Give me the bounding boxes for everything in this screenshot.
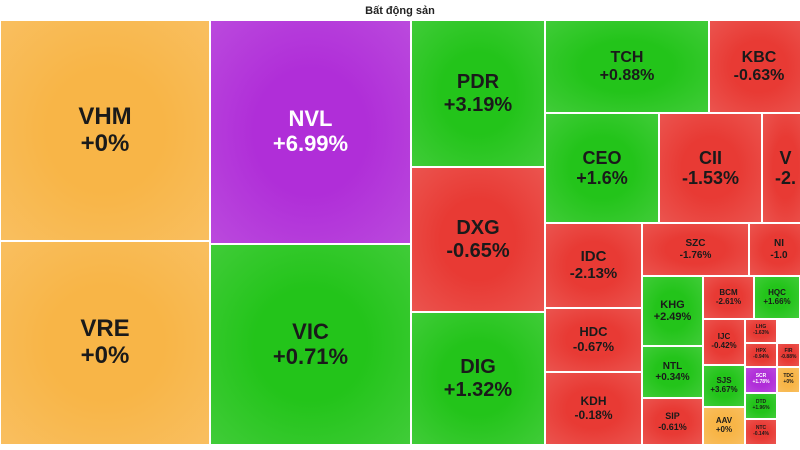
ticker-label: SJS: [716, 376, 732, 386]
change-label: -1.0: [770, 249, 788, 261]
change-label: -0.67%: [572, 339, 615, 354]
ticker-label: VRE: [80, 315, 130, 343]
tile-dtd[interactable]: DTD +1.96%: [745, 393, 777, 419]
ticker-label: NTC: [755, 425, 767, 432]
tile-sip[interactable]: SIP -0.61%: [642, 398, 703, 445]
change-label: -0.88%: [780, 354, 797, 360]
tile-nvl[interactable]: NVL +6.99%: [210, 20, 411, 244]
ticker-label: V: [779, 147, 792, 168]
tile-tch[interactable]: TCH +0.88%: [545, 20, 709, 113]
change-label: -2.: [774, 168, 796, 188]
ticker-label: DIG: [460, 356, 496, 379]
ticker-label: VIC: [292, 318, 329, 344]
ticker-label: VHM: [78, 102, 132, 130]
tile-cii[interactable]: CII -1.53%: [659, 113, 762, 223]
change-label: -2.13%: [569, 264, 618, 282]
change-label: -0.18%: [574, 407, 613, 422]
change-label: -0.63%: [733, 66, 785, 84]
change-label: +1.6%: [576, 168, 628, 188]
change-label: +0.88%: [599, 66, 655, 84]
tile-hdc[interactable]: HDC -0.67%: [545, 308, 642, 372]
change-label: +6.99%: [272, 131, 349, 156]
tile-hpx[interactable]: HPX -0.94%: [745, 343, 777, 367]
ticker-label: KDH: [580, 394, 607, 409]
ticker-label: CEO: [582, 147, 622, 168]
change-label: +1.78%: [752, 379, 770, 385]
ticker-label: IDC: [580, 247, 607, 265]
change-label: +2.49%: [653, 311, 692, 323]
ticker-label: CII: [698, 147, 722, 168]
change-label: +0%: [80, 342, 130, 369]
change-label: -0.65%: [446, 239, 510, 262]
tile-lhg[interactable]: LHG -1.63%: [745, 319, 777, 343]
ticker-label: FIR: [784, 348, 793, 355]
tile-ntc[interactable]: NTC -0.14%: [745, 419, 777, 445]
tile-scr[interactable]: SCR +1.78%: [745, 367, 777, 393]
change-label: +0%: [715, 425, 733, 434]
change-label: -0.94%: [753, 354, 769, 360]
ticker-label: NTL: [662, 360, 683, 372]
tile-szc[interactable]: SZC -1.76%: [642, 223, 749, 276]
change-label: +1.96%: [752, 405, 770, 411]
tile-vic[interactable]: VIC +0.71%: [210, 244, 411, 445]
tile-tdc[interactable]: TDC +0%: [777, 367, 800, 393]
ticker-label: BCM: [719, 287, 738, 297]
tile-ni[interactable]: NI -1.0: [749, 223, 800, 276]
ticker-label: NI: [774, 238, 784, 250]
ticker-label: AAV: [715, 416, 733, 426]
change-label: +0.34%: [655, 372, 690, 383]
ticker-label: SZC: [685, 238, 706, 250]
ticker-label: NVL: [288, 106, 333, 132]
tile-dig[interactable]: DIG +1.32%: [411, 312, 545, 445]
change-label: -1.53%: [681, 168, 740, 188]
tile-sjs[interactable]: SJS +3.67%: [703, 365, 745, 407]
change-label: +0.71%: [272, 343, 349, 369]
change-label: +0%: [80, 129, 130, 157]
tile-ntl[interactable]: NTL +0.34%: [642, 346, 703, 398]
ticker-label: KBC: [741, 48, 777, 66]
tile-v[interactable]: V -2.: [762, 113, 800, 223]
change-label: -0.61%: [658, 421, 687, 432]
tile-ceo[interactable]: CEO +1.6%: [545, 113, 659, 223]
change-label: +0%: [783, 379, 794, 385]
tile-dxg[interactable]: DXG -0.65%: [411, 167, 545, 312]
change-label: +3.19%: [443, 93, 513, 116]
ticker-label: HDC: [579, 324, 608, 340]
ticker-label: TDC: [783, 373, 794, 380]
tile-khg[interactable]: KHG +2.49%: [642, 276, 703, 346]
chart-title: Bất động sản: [365, 5, 435, 17]
ticker-label: TCH: [610, 48, 644, 66]
change-label: -2.61%: [715, 296, 742, 306]
ticker-label: SCR: [755, 373, 767, 380]
tile-hqc[interactable]: HQC +1.66%: [754, 276, 800, 319]
tile-ijc[interactable]: IJC -0.42%: [703, 319, 745, 365]
ticker-label: SIP: [665, 411, 680, 422]
change-label: -1.63%: [753, 330, 769, 336]
ticker-label: HPX: [755, 348, 767, 355]
ticker-label: KHG: [660, 298, 685, 311]
tile-vhm[interactable]: VHM +0%: [0, 20, 210, 241]
tile-vre[interactable]: VRE +0%: [0, 241, 210, 445]
tile-pdr[interactable]: PDR +3.19%: [411, 20, 545, 167]
change-label: -0.42%: [711, 341, 737, 350]
change-label: +1.32%: [443, 378, 513, 401]
tile-idc[interactable]: IDC -2.13%: [545, 223, 642, 308]
change-label: +3.67%: [710, 385, 738, 394]
ticker-label: LHG: [755, 324, 767, 331]
change-label: -0.14%: [753, 431, 769, 437]
tile-aav[interactable]: AAV +0%: [703, 407, 745, 445]
tile-kbc[interactable]: KBC -0.63%: [709, 20, 800, 113]
tile-bcm[interactable]: BCM -2.61%: [703, 276, 754, 319]
ticker-label: IJC: [717, 332, 731, 342]
ticker-label: DXG: [456, 217, 500, 240]
tile-kdh[interactable]: KDH -0.18%: [545, 372, 642, 445]
tile-fir[interactable]: FIR -0.88%: [777, 343, 800, 367]
change-label: +1.66%: [763, 296, 791, 306]
change-label: -1.76%: [679, 249, 712, 261]
ticker-label: PDR: [456, 71, 500, 94]
ticker-label: HQC: [768, 287, 786, 297]
ticker-label: DTD: [755, 399, 767, 406]
